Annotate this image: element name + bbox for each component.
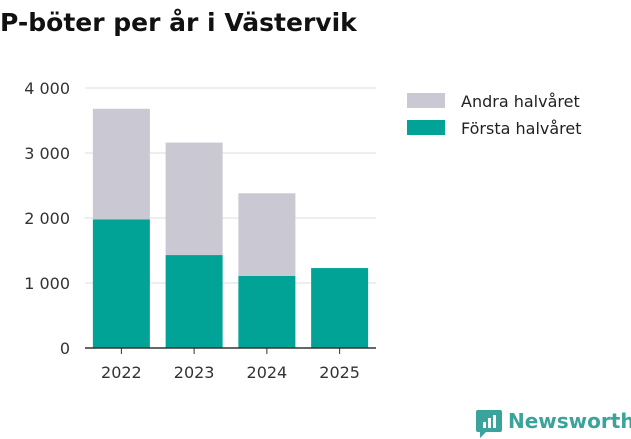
newsworthy-logo-icon: [476, 410, 502, 438]
y-tick-label: 2 000: [24, 209, 70, 228]
y-tick-label: 0: [60, 339, 70, 358]
axes: 0 1 000 2 000 3 000 4 000 2022 2023 2024 2025: [24, 79, 376, 382]
bar-andra-2022[interactable]: [92, 108, 150, 220]
newsworthy-brand[interactable]: Newsworthy: [476, 409, 631, 438]
x-tick-label: 2025: [319, 363, 360, 382]
x-tick-label: 2022: [101, 363, 142, 382]
legend: Andra halvåret Första halvåret: [407, 92, 582, 138]
x-tick-label: 2023: [174, 363, 215, 382]
bars: [92, 108, 369, 348]
legend-swatch: [407, 93, 445, 108]
legend-swatch: [407, 120, 445, 135]
y-tick-label: 4 000: [24, 79, 70, 98]
legend-label: Första halvåret: [461, 119, 582, 138]
y-tick-label: 3 000: [24, 144, 70, 163]
bar-andra-2023[interactable]: [165, 142, 223, 256]
bar-forsta-2025[interactable]: [311, 268, 369, 348]
bar-forsta-2022[interactable]: [92, 219, 150, 348]
bar-forsta-2023[interactable]: [165, 255, 223, 348]
bar-forsta-2024[interactable]: [238, 275, 296, 348]
chart-title: P-böter per år i Västervik: [0, 8, 358, 37]
legend-item[interactable]: Andra halvåret: [407, 92, 580, 111]
legend-label: Andra halvåret: [461, 92, 580, 111]
newsworthy-brand-text: Newsworthy: [508, 409, 631, 433]
y-tick-label: 1 000: [24, 274, 70, 293]
x-tick-label: 2024: [247, 363, 288, 382]
legend-item[interactable]: Första halvåret: [407, 119, 582, 138]
bar-andra-2024[interactable]: [238, 193, 296, 276]
